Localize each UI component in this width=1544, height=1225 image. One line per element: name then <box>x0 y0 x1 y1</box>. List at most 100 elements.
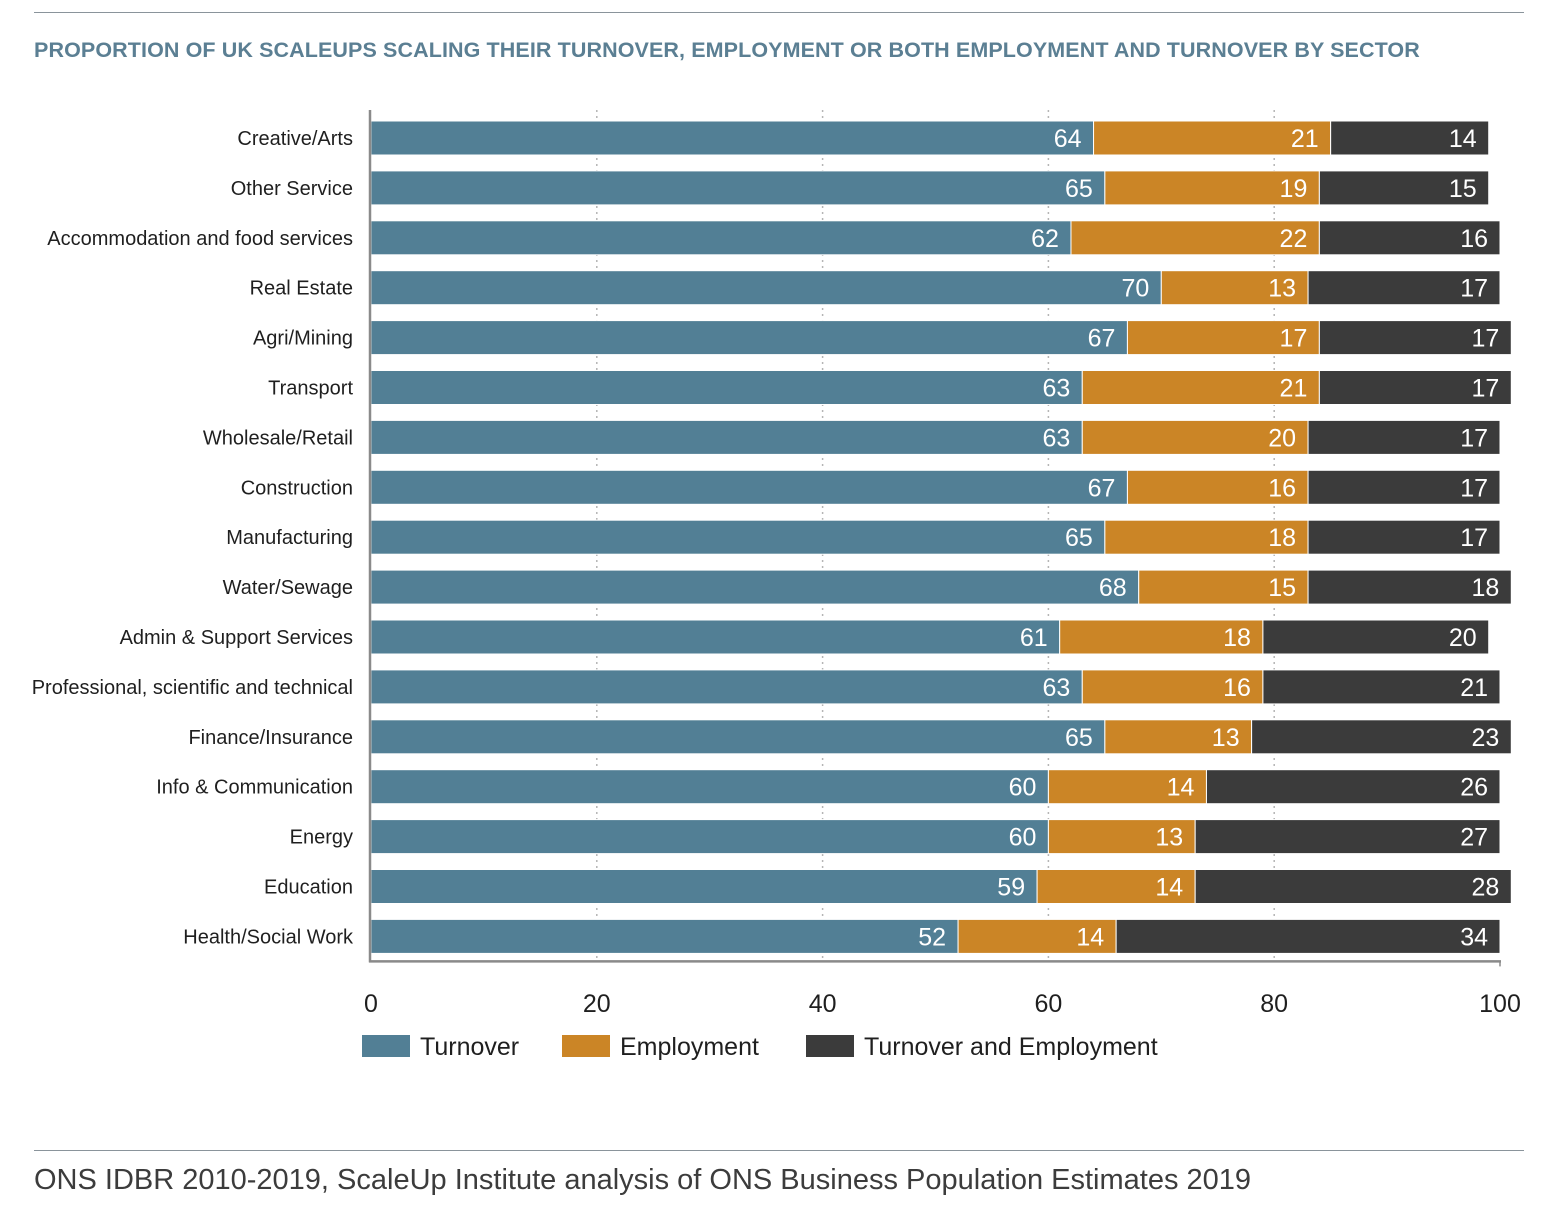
bar-segment <box>1115 918 1501 954</box>
data-label: 65 <box>1065 724 1093 752</box>
bar-segment <box>1330 120 1490 156</box>
bar-segment <box>1307 569 1512 605</box>
bar-segment <box>1081 669 1264 705</box>
category-label: Manufacturing <box>226 527 353 549</box>
data-label: 61 <box>1020 624 1048 652</box>
data-label: 68 <box>1099 574 1127 602</box>
bar-segment <box>1194 869 1512 904</box>
category-label: Energy <box>290 827 353 849</box>
bar-segment <box>370 419 1083 455</box>
data-label: 62 <box>1031 225 1059 253</box>
category-label: Admin & Support Services <box>120 627 353 649</box>
chart-title: PROPORTION OF UK SCALEUPS SCALING THEIR … <box>34 38 1420 62</box>
bar-segment <box>370 370 1083 405</box>
data-label: 16 <box>1223 674 1251 702</box>
bar-segment <box>1036 869 1196 904</box>
bar-segment <box>1104 519 1309 555</box>
bar-segment <box>1318 320 1512 356</box>
data-label: 17 <box>1460 275 1488 303</box>
bar-segment <box>370 270 1162 306</box>
bar-segment <box>1307 469 1501 505</box>
data-label: 63 <box>1042 674 1070 702</box>
data-label: 22 <box>1280 225 1308 253</box>
data-label: 18 <box>1471 574 1499 602</box>
bar-segment <box>370 819 1049 855</box>
x-tick-label: 20 <box>583 990 611 1018</box>
data-label: 70 <box>1121 275 1149 303</box>
category-label: Water/Sewage <box>223 577 353 599</box>
category-label: Creative/Arts <box>237 128 353 150</box>
bar-segment <box>1307 270 1501 306</box>
bar-segment <box>370 619 1061 655</box>
data-label: 28 <box>1471 874 1499 902</box>
bar-segment <box>370 220 1072 256</box>
data-label: 18 <box>1268 524 1296 552</box>
data-label: 60 <box>1009 824 1037 852</box>
data-label: 65 <box>1065 175 1093 203</box>
legend-label: Turnover <box>420 1033 519 1061</box>
data-label: 17 <box>1471 325 1499 353</box>
bar-segment <box>1318 170 1490 206</box>
bar-segment <box>370 569 1140 605</box>
data-label: 20 <box>1449 624 1477 652</box>
bar-segment <box>1251 719 1512 755</box>
legend-swatch <box>562 1035 610 1057</box>
data-label: 21 <box>1291 125 1319 153</box>
bar-segment <box>1047 769 1207 805</box>
category-label: Other Service <box>231 178 353 200</box>
data-label: 17 <box>1280 325 1308 353</box>
data-label: 52 <box>918 923 946 951</box>
legend-swatch <box>362 1035 410 1057</box>
bar-segment <box>1093 120 1332 156</box>
data-label: 17 <box>1460 474 1488 502</box>
data-label: 18 <box>1223 624 1251 652</box>
bar-segment <box>370 519 1106 555</box>
data-label: 67 <box>1088 325 1116 353</box>
data-label: 14 <box>1449 125 1477 153</box>
bar-segment <box>1081 370 1320 405</box>
data-label: 15 <box>1268 574 1296 602</box>
bar-segment <box>1126 320 1320 356</box>
category-label: Agri/Mining <box>253 328 353 350</box>
category-label: Accommodation and food services <box>47 228 353 250</box>
bar-segment <box>370 120 1095 156</box>
bar-segment <box>1047 819 1196 855</box>
bar-segment <box>370 869 1038 904</box>
bar-segment <box>370 719 1106 755</box>
x-tick-label: 60 <box>1034 990 1062 1018</box>
data-label: 65 <box>1065 524 1093 552</box>
top-rule <box>34 12 1524 13</box>
data-label: 67 <box>1088 474 1116 502</box>
data-label: 17 <box>1460 424 1488 452</box>
bar-segment <box>1070 220 1320 256</box>
data-label: 63 <box>1042 375 1070 403</box>
data-label: 64 <box>1054 125 1082 153</box>
data-label: 13 <box>1212 724 1240 752</box>
bar-segment <box>1160 270 1309 306</box>
data-label: 60 <box>1009 774 1037 802</box>
data-label: 14 <box>1155 874 1183 902</box>
data-label: 14 <box>1167 774 1195 802</box>
bar-segment <box>1104 719 1253 755</box>
bar-segment <box>1205 769 1501 805</box>
bottom-rule <box>34 1150 1524 1151</box>
data-label: 27 <box>1460 824 1488 852</box>
bar-segment <box>1138 569 1309 605</box>
bar-segment <box>1307 519 1501 555</box>
bar-segment <box>1307 419 1501 455</box>
category-label: Finance/Insurance <box>188 727 353 749</box>
bar-segment <box>370 669 1083 705</box>
category-label: Info & Communication <box>156 777 353 799</box>
x-tick-label: 80 <box>1260 990 1288 1018</box>
category-label: Professional, scientific and technical <box>32 677 353 699</box>
bar-segment <box>1194 819 1501 855</box>
data-label: 59 <box>997 874 1025 902</box>
data-label: 15 <box>1449 175 1477 203</box>
bar-segment <box>1104 170 1320 206</box>
data-label: 20 <box>1268 424 1296 452</box>
data-label: 17 <box>1460 524 1488 552</box>
category-label: Transport <box>268 378 353 400</box>
category-label: Education <box>264 877 353 899</box>
category-label: Construction <box>241 477 353 499</box>
data-label: 63 <box>1042 424 1070 452</box>
